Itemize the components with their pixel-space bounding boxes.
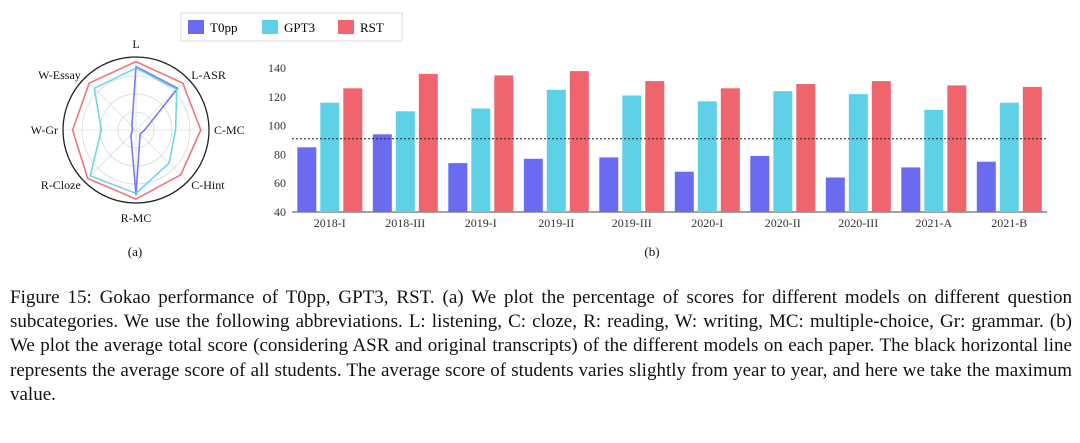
bar-t0pp (674, 171, 694, 212)
y-tick-label: 40 (274, 205, 286, 219)
x-tick-label: 2019-I (465, 216, 497, 230)
radar-axis-label: L-ASR (191, 68, 226, 82)
radar-axis-label: C-Hint (191, 178, 225, 192)
bar-gpt3 (546, 89, 566, 212)
radar-axis-label: L (132, 37, 139, 51)
bar-gpt3 (622, 95, 642, 212)
radar-axis-label: W-Essay (38, 68, 81, 82)
panel-label-b: (b) (644, 244, 659, 259)
radar-axis-label: R-Cloze (41, 178, 81, 192)
x-tick-label: 2020-II (765, 216, 801, 230)
bar-t0pp (825, 177, 845, 212)
y-tick-label: 100 (268, 119, 286, 133)
x-tick-label: 2018-III (385, 216, 425, 230)
bar-rst (1022, 86, 1042, 212)
legend-label-rst: RST (360, 20, 384, 35)
radar-series-rst (71, 60, 202, 200)
legend-swatch-gpt3 (262, 20, 278, 34)
bar-rst (947, 85, 967, 212)
y-tick-label: 140 (268, 61, 286, 75)
x-tick-label: 2020-I (691, 216, 723, 230)
radar-series-gpt3 (89, 67, 178, 195)
radar-spoke (135, 78, 188, 131)
legend-swatch-t0pp (188, 20, 204, 34)
bar-rst (494, 75, 514, 213)
bar-rst (569, 71, 589, 212)
radar-spoke (84, 78, 137, 131)
bar-t0pp (448, 163, 468, 212)
bar-rst (796, 84, 816, 212)
radar-axis-label: C-MC (214, 123, 245, 137)
legend: T0pp GPT3 RST (180, 12, 403, 42)
radar-axis-label: R-MC (121, 211, 152, 225)
x-tick-label: 2020-III (838, 216, 878, 230)
bar-t0pp (523, 158, 543, 212)
bar-gpt3 (395, 111, 415, 212)
radar-outline (62, 56, 210, 204)
x-tick-label: 2021-A (915, 216, 952, 230)
x-tick-label: 2019-II (538, 216, 574, 230)
bar-gpt3 (697, 101, 717, 212)
bar-t0pp (599, 157, 619, 212)
bar-gpt3 (471, 108, 491, 212)
bar-t0pp (750, 155, 770, 212)
figure-caption: Figure 15: Gokao performance of T0pp, GP… (10, 287, 1072, 405)
x-tick-label: 2018-I (314, 216, 346, 230)
bar-rst (871, 81, 891, 212)
bar-gpt3 (999, 102, 1019, 212)
radar-axis-label: W-Gr (31, 123, 58, 137)
figure-charts: T0pp GPT3 RST L L-ASR C-MC C-Hint R-MC R-Cloz… (31, 12, 1047, 259)
x-tick-label: 2019-III (612, 216, 652, 230)
legend-label-t0pp: T0pp (210, 20, 237, 35)
legend-swatch-rst (338, 20, 354, 34)
bar-t0pp (976, 161, 996, 212)
radar-chart: L L-ASR C-MC C-Hint R-MC R-Cloze W-Gr W-Essay (31, 37, 245, 225)
bar-rst (645, 81, 665, 212)
radar-series-t0pp (130, 65, 179, 196)
x-tick-label: 2021-B (991, 216, 1027, 230)
bar-rst (418, 73, 438, 213)
bar-chart: 40 60 80 100 120 140 2018-I 2018-III 2019-I 2019-… (268, 61, 1047, 230)
bar-t0pp (901, 167, 921, 212)
y-tick-label: 120 (268, 90, 286, 104)
radar-spoke (135, 129, 188, 182)
y-tick-label: 60 (274, 176, 286, 190)
bar-rst (343, 88, 363, 212)
bar-rst (720, 88, 740, 212)
bar-t0pp (297, 147, 317, 212)
legend-label-gpt3: GPT3 (284, 20, 315, 35)
bar-gpt3 (773, 91, 793, 212)
bar-gpt3 (848, 94, 868, 212)
bar-gpt3 (924, 109, 944, 212)
radar-spoke (84, 129, 137, 182)
bar-t0pp (372, 134, 392, 212)
panel-label-a: (a) (128, 244, 142, 259)
bar-gpt3 (320, 102, 340, 212)
y-tick-label: 80 (274, 148, 286, 162)
